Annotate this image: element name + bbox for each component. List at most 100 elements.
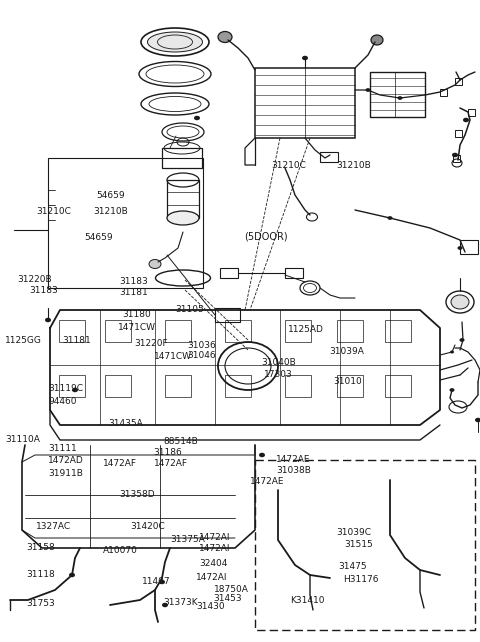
Ellipse shape [259,453,265,457]
Text: 31180: 31180 [122,310,151,319]
Text: 1472AD: 1472AD [48,456,84,465]
Text: 1125GG: 1125GG [5,336,42,345]
Text: 31210B: 31210B [94,207,128,216]
Text: 31181: 31181 [119,288,148,297]
Bar [167,180,199,218]
Ellipse shape [450,351,454,354]
Ellipse shape [302,56,308,60]
Text: 31435A: 31435A [108,419,143,428]
Bar [370,72,425,117]
Text: 31453: 31453 [214,594,242,603]
Bar [165,375,191,397]
Text: 1472AF: 1472AF [103,459,137,468]
Text: 31210C: 31210C [271,161,306,170]
Text: 1472AI: 1472AI [199,534,231,542]
Ellipse shape [162,603,168,607]
Text: 54659: 54659 [84,233,113,242]
Ellipse shape [475,418,480,422]
Text: 31373K: 31373K [163,598,198,607]
Text: 94460: 94460 [48,397,76,406]
Text: 31158: 31158 [26,543,55,552]
Text: 1472AE: 1472AE [250,477,284,486]
Text: 31040B: 31040B [262,358,296,367]
Text: H31176: H31176 [343,575,379,584]
Bar [385,375,411,397]
Bar [215,308,240,322]
Text: (5DOOR): (5DOOR) [244,231,288,241]
Bar [225,320,251,342]
Bar [285,320,311,342]
Bar [285,268,303,278]
Text: 31119C: 31119C [48,384,83,393]
Ellipse shape [167,211,199,225]
Text: 31186: 31186 [154,448,182,457]
Ellipse shape [449,388,455,392]
Text: 1472AF: 1472AF [154,459,188,468]
Ellipse shape [452,153,458,157]
Text: 31358D: 31358D [119,490,155,499]
Text: 31110A: 31110A [5,435,40,444]
Bar [220,268,238,278]
Ellipse shape [194,116,200,120]
Bar [59,375,85,397]
Bar [105,375,131,397]
Ellipse shape [159,580,165,584]
Text: 11407: 11407 [142,577,170,586]
Text: 31911B: 31911B [48,469,83,478]
Ellipse shape [72,388,78,392]
Text: 31210C: 31210C [36,207,71,216]
Text: 31105: 31105 [175,305,204,314]
Bar [440,89,447,96]
Bar [453,155,460,162]
Bar [468,109,475,116]
Text: 31181: 31181 [62,336,91,345]
Bar [285,375,311,397]
Text: 31475: 31475 [338,562,367,571]
Bar [255,460,475,630]
Bar [162,148,202,168]
Ellipse shape [457,246,463,250]
Bar [385,320,411,342]
Bar [255,68,355,138]
Text: 32404: 32404 [199,559,228,568]
Text: 31038B: 31038B [276,466,311,475]
Text: 31046: 31046 [187,351,216,360]
Ellipse shape [387,216,393,220]
Text: 31010: 31010 [334,377,362,386]
Text: 1472AI: 1472AI [196,573,228,582]
Text: 31036: 31036 [187,341,216,350]
Bar [320,152,338,162]
Text: 54659: 54659 [96,191,125,200]
Ellipse shape [397,96,403,100]
Text: 1327AC: 1327AC [36,522,71,531]
Text: 18750A: 18750A [214,585,249,594]
Bar [48,158,203,288]
Ellipse shape [218,31,232,42]
Bar [225,375,251,397]
Text: 31111: 31111 [48,444,77,453]
Ellipse shape [365,88,371,92]
Text: 31430: 31430 [196,602,225,611]
Text: 31210B: 31210B [336,161,371,170]
Text: 31039A: 31039A [329,347,364,356]
Bar [455,78,462,85]
Bar [59,320,85,342]
Bar [460,240,478,254]
Ellipse shape [69,573,75,577]
Text: 1472AI: 1472AI [199,544,231,553]
Ellipse shape [149,259,161,268]
Bar [105,320,131,342]
Ellipse shape [451,295,469,309]
Bar [337,320,363,342]
Text: 1471CW: 1471CW [154,352,192,361]
Text: 31515: 31515 [345,540,373,549]
Text: 1472AE: 1472AE [276,455,311,464]
Text: 17303: 17303 [264,370,293,379]
Text: 88514B: 88514B [163,437,198,446]
Text: 1471CW: 1471CW [118,323,156,332]
Text: A10070: A10070 [103,546,138,555]
Text: 31420C: 31420C [131,522,165,531]
Text: 31220F: 31220F [134,339,168,348]
Text: 31375A: 31375A [170,535,205,544]
Bar [337,375,363,397]
